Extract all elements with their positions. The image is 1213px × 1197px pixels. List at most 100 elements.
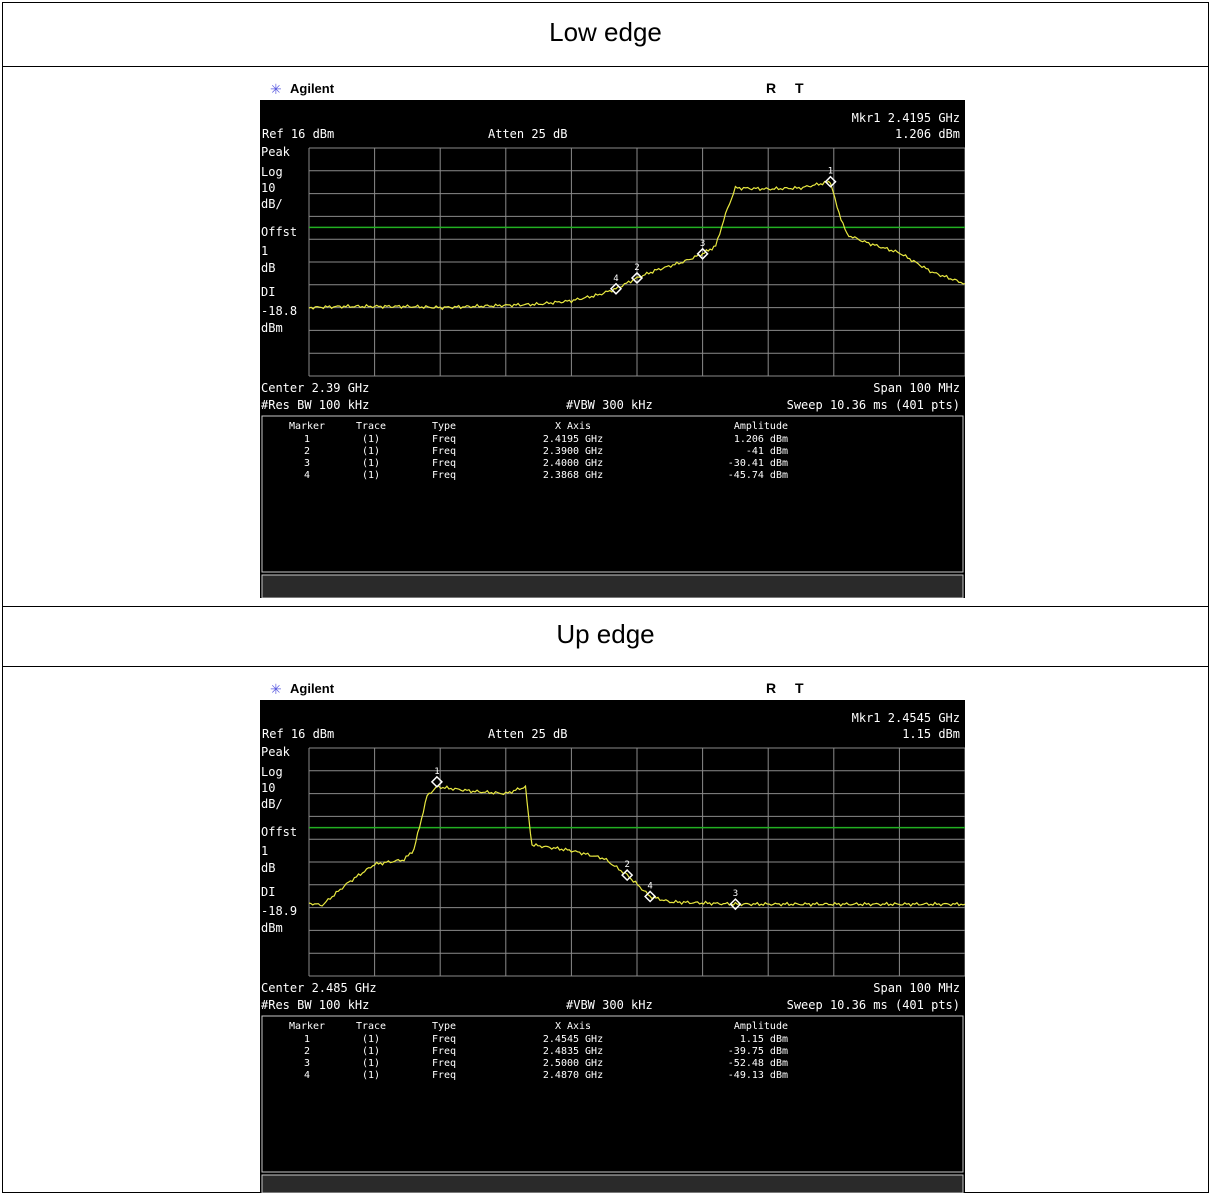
table-cell: 1.15 dBm bbox=[740, 1034, 788, 1045]
table-cell: 4 bbox=[304, 470, 310, 481]
marker-diamond bbox=[644, 890, 657, 903]
table-header: Marker bbox=[289, 1021, 325, 1032]
marker-diamond bbox=[621, 869, 634, 882]
table-cell: (1) bbox=[362, 1034, 380, 1045]
brand-bar bbox=[260, 76, 965, 100]
analyzer-screen-up-edge: ✳ Agilent R T Mkr1 2.4545 GHz 1.15 dBm R… bbox=[260, 676, 965, 1193]
agilent-logo-icon: ✳ bbox=[270, 81, 282, 97]
marker-readout-amp: 1.206 dBm bbox=[895, 127, 960, 141]
side-label: Offst bbox=[261, 225, 297, 239]
table-cell: -45.74 dBm bbox=[728, 470, 788, 481]
table-cell: 2.3868 GHz bbox=[543, 470, 603, 481]
table-header: Type bbox=[432, 1021, 456, 1032]
side-label: Peak bbox=[261, 145, 291, 159]
analyzer-svg: ✳ Agilent R T Mkr1 2.4195 GHz 1.206 dBm … bbox=[260, 76, 965, 598]
side-label: 10 bbox=[261, 181, 275, 195]
table-header: Amplitude bbox=[734, 421, 788, 432]
table-header: X Axis bbox=[555, 1021, 591, 1032]
side-label: 10 bbox=[261, 781, 275, 795]
table-cell: 1 bbox=[304, 434, 310, 445]
status-t: T bbox=[795, 80, 804, 96]
table-cell: 1.206 dBm bbox=[734, 434, 788, 445]
table-cell: 2 bbox=[304, 1046, 310, 1057]
attenuation: Atten 25 dB bbox=[488, 727, 567, 741]
marker-readout-amp: 1.15 dBm bbox=[902, 727, 960, 741]
table-cell: 2.4870 GHz bbox=[543, 1070, 603, 1081]
marker-diamond bbox=[696, 247, 709, 260]
table-cell: 2.3900 GHz bbox=[543, 446, 603, 457]
attenuation: Atten 25 dB bbox=[488, 127, 567, 141]
table-header: Marker bbox=[289, 421, 325, 432]
analyzer-svg: ✳ Agilent R T Mkr1 2.4545 GHz 1.15 dBm R… bbox=[260, 676, 965, 1193]
side-label: dB bbox=[261, 861, 275, 875]
resolution-bandwidth: #Res BW 100 kHz bbox=[261, 398, 369, 412]
table-cell: (1) bbox=[362, 458, 380, 469]
sweep-time: Sweep 10.36 ms (401 pts) bbox=[787, 398, 960, 412]
marker-label: 2 bbox=[624, 860, 629, 870]
row-divider bbox=[2, 606, 1209, 607]
marker-label: 4 bbox=[647, 881, 652, 891]
side-label: dB bbox=[261, 261, 275, 275]
status-r: R bbox=[766, 680, 776, 696]
marker-diamond bbox=[630, 271, 644, 285]
table-cell: -52.48 dBm bbox=[728, 1058, 788, 1069]
table-cell: 3 bbox=[304, 1058, 310, 1069]
video-bandwidth: #VBW 300 kHz bbox=[566, 998, 653, 1012]
table-cell: -30.41 dBm bbox=[728, 458, 788, 469]
side-label: Log bbox=[261, 165, 283, 179]
marker-label: 4 bbox=[613, 274, 618, 284]
agilent-logo-icon: ✳ bbox=[270, 681, 282, 697]
side-label: Offst bbox=[261, 825, 297, 839]
brand-label: Agilent bbox=[290, 81, 335, 96]
table-cell: 2 bbox=[304, 446, 310, 457]
side-label: dBm bbox=[261, 921, 283, 935]
marker-label: 3 bbox=[700, 239, 705, 249]
table-cell: Freq bbox=[432, 434, 456, 445]
table-cell: (1) bbox=[362, 1046, 380, 1057]
spectrum-trace bbox=[308, 180, 965, 311]
marker-diamond bbox=[430, 775, 443, 788]
table-cell: Freq bbox=[432, 1046, 456, 1057]
status-r: R bbox=[766, 80, 776, 96]
side-label: dB/ bbox=[261, 797, 283, 811]
table-cell: Freq bbox=[432, 1058, 456, 1069]
table-cell: (1) bbox=[362, 470, 380, 481]
spectrum-plot: 1 2 3 4 bbox=[308, 747, 965, 977]
marker-diamond bbox=[729, 898, 742, 911]
table-cell: 2.4000 GHz bbox=[543, 458, 603, 469]
table-cell: Freq bbox=[432, 470, 456, 481]
table-header: Type bbox=[432, 421, 456, 432]
table-cell: Freq bbox=[432, 446, 456, 457]
table-cell: Freq bbox=[432, 1070, 456, 1081]
spectrum-plot: 1 2 3 4 bbox=[308, 147, 965, 377]
side-label: Log bbox=[261, 765, 283, 779]
table-cell: (1) bbox=[362, 1070, 380, 1081]
marker-table-frame bbox=[261, 415, 964, 573]
table-cell: 2.4835 GHz bbox=[543, 1046, 603, 1057]
side-label: dBm bbox=[261, 321, 283, 335]
row-divider bbox=[2, 666, 1209, 667]
caption-low-edge: Low edge bbox=[549, 17, 662, 47]
marker-label: 2 bbox=[634, 263, 639, 273]
center-frequency: Center 2.485 GHz bbox=[261, 981, 377, 995]
table-cell: 2.4195 GHz bbox=[543, 434, 603, 445]
table-cell: -39.75 dBm bbox=[728, 1046, 788, 1057]
marker-readout-freq: Mkr1 2.4545 GHz bbox=[852, 711, 960, 725]
table-cell: 2.4545 GHz bbox=[543, 1034, 603, 1045]
side-label: -18.9 bbox=[261, 904, 297, 918]
spectrum-trace bbox=[308, 784, 965, 907]
analyzer-screen-low-edge: ✳ Agilent R T Mkr1 2.4195 GHz 1.206 dBm … bbox=[260, 76, 965, 598]
table-header: Trace bbox=[356, 421, 386, 432]
table-cell: (1) bbox=[362, 1058, 380, 1069]
resolution-bandwidth: #Res BW 100 kHz bbox=[261, 998, 369, 1012]
table-header: X Axis bbox=[555, 421, 591, 432]
table-cell: 2.5000 GHz bbox=[543, 1058, 603, 1069]
side-label: dB/ bbox=[261, 197, 283, 211]
table-cell: -49.13 dBm bbox=[728, 1070, 788, 1081]
status-t: T bbox=[795, 680, 804, 696]
center-frequency: Center 2.39 GHz bbox=[261, 381, 369, 395]
marker-label: 1 bbox=[828, 167, 833, 177]
ref-level: Ref 16 dBm bbox=[262, 127, 334, 141]
brand-bar bbox=[260, 676, 965, 700]
softkey-bar bbox=[261, 1174, 964, 1193]
